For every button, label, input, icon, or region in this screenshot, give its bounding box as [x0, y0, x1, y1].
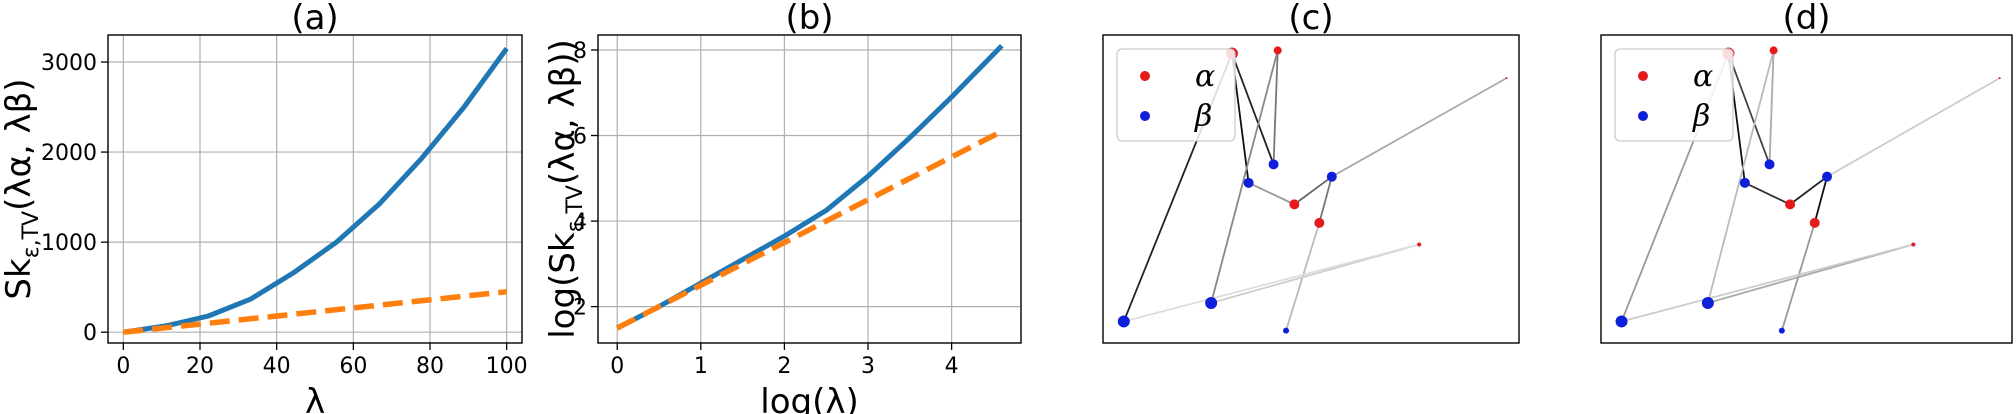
- x-tick-label: 40: [263, 354, 291, 379]
- transport-edge: [1293, 175, 1333, 206]
- x-tick-label: 0: [116, 354, 130, 379]
- beta-point: [1701, 296, 1714, 309]
- alpha-point: [1809, 217, 1820, 228]
- panel-title: (d): [1782, 0, 1830, 38]
- transport-edge: [1621, 243, 1914, 323]
- panel-title: (c): [1288, 0, 1333, 38]
- alpha-point: [1911, 242, 1916, 247]
- alpha-point: [1273, 46, 1282, 55]
- legend-marker: [1638, 111, 1648, 121]
- beta-point: [1326, 171, 1337, 182]
- x-tick-label: 4: [945, 354, 959, 379]
- axes-frame: [597, 34, 1022, 344]
- y-axis-label: log(Skε,TV(λα, λβ)): [543, 39, 588, 339]
- beta-point: [1283, 327, 1290, 334]
- legend-marker: [1140, 71, 1150, 81]
- alpha-point: [1289, 199, 1300, 210]
- x-tick-label: 60: [339, 354, 367, 379]
- x-tick-label: 2: [777, 354, 791, 379]
- axes-frame: [1600, 34, 2013, 344]
- panel-title: (a): [291, 0, 338, 38]
- legend-marker: [1140, 111, 1150, 121]
- x-tick-label: 80: [416, 354, 444, 379]
- beta-point: [1268, 159, 1279, 170]
- transport-edge: [1826, 77, 2001, 178]
- x-axis-label: λ: [305, 382, 325, 414]
- transport-edge: [1706, 50, 1775, 304]
- alpha-point: [1314, 217, 1325, 228]
- series-line-0: [122, 47, 509, 335]
- beta-point: [1822, 171, 1833, 182]
- transport-edge: [1318, 176, 1333, 224]
- series-line-1: [123, 288, 507, 335]
- beta-point: [1739, 177, 1750, 188]
- y-tick-label: 1000: [41, 231, 97, 256]
- axes-frame: [1102, 34, 1520, 344]
- beta-point: [1243, 177, 1254, 188]
- transport-edge: [1744, 182, 1791, 206]
- alpha-point: [1769, 46, 1778, 55]
- legend: αβ: [1116, 48, 1236, 142]
- panel-title: (b): [785, 0, 833, 38]
- alpha-point: [1998, 77, 2001, 80]
- legend-label: β: [1194, 99, 1212, 134]
- alpha-point: [1785, 199, 1796, 210]
- y-axis-label: Skε,TV(λα, λβ): [0, 78, 44, 299]
- beta-point: [1117, 315, 1130, 328]
- panel-a: (a)0 20 40 60 80 1000100020003000λSkε,TV(λα, …: [0, 0, 528, 414]
- series-line-1: [615, 128, 1004, 331]
- transport-edge: [1248, 182, 1295, 206]
- y-tick-label: 3000: [41, 51, 97, 76]
- beta-point: [1205, 296, 1218, 309]
- x-tick-label: 3: [861, 354, 875, 379]
- alpha-point: [1417, 242, 1422, 247]
- transport-edge: [1272, 50, 1279, 165]
- transport-edge: [1789, 175, 1828, 206]
- axes-frame: [107, 34, 523, 344]
- transport-edge: [1727, 53, 1771, 165]
- y-tick-label: 8: [573, 39, 587, 64]
- x-axis-label: log(λ): [760, 382, 858, 414]
- legend-box: [1614, 48, 1734, 142]
- transport-edge: [1813, 176, 1828, 224]
- legend-label: β: [1692, 99, 1710, 134]
- y-tick-label: 2000: [41, 141, 97, 166]
- y-tick-label: 4: [573, 210, 587, 235]
- panel-b: (b) 0 1 2 3 4 2 4 6 8 log(λ) log(Skε,TV(λα, λβ)): [543, 0, 1022, 414]
- x-tick-label: 0: [610, 354, 624, 379]
- legend-label: α: [1693, 59, 1713, 94]
- transport-edge: [1123, 243, 1420, 323]
- x-tick-label: 1: [694, 354, 708, 379]
- legend-label: α: [1195, 59, 1215, 94]
- transport-edge: [1231, 53, 1275, 165]
- beta-point: [1615, 315, 1628, 328]
- alpha-point: [1505, 77, 1508, 80]
- beta-point: [1778, 327, 1785, 334]
- y-tick-label: 2: [573, 296, 587, 321]
- x-tick-label: 20: [186, 354, 214, 379]
- x-tick-label: 100: [486, 354, 528, 379]
- legend-marker: [1638, 71, 1648, 81]
- panel-d: (d) αβ: [1600, 0, 2013, 344]
- legend-box: [1116, 48, 1236, 142]
- y-tick-label: 0: [83, 321, 97, 346]
- beta-point: [1764, 159, 1775, 170]
- y-tick-label: 6: [573, 125, 587, 150]
- transport-edge: [1331, 77, 1507, 178]
- transport-edge: [1768, 50, 1775, 165]
- panel-c: (c) αβ: [1102, 0, 1520, 344]
- legend: αβ: [1614, 48, 1734, 142]
- transport-edge: [1210, 50, 1279, 304]
- series-line-0: [616, 43, 1004, 331]
